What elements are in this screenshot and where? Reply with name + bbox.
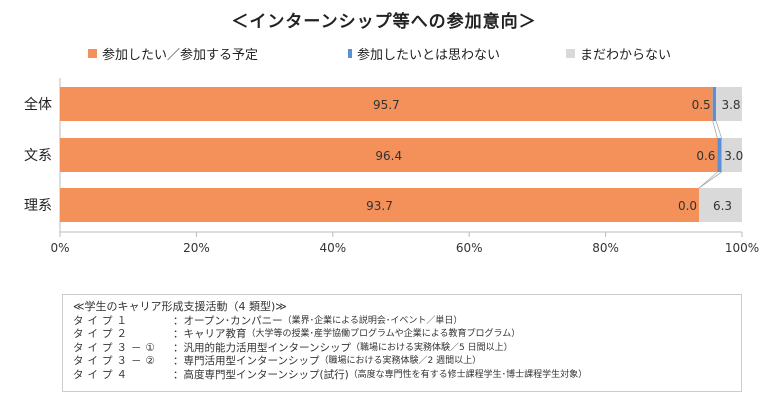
type-detail: （職場における実務体験／5 日間以上）: [350, 342, 513, 353]
bar-segment: [60, 188, 700, 222]
type-key: タイプ３－①: [73, 341, 159, 354]
legend-swatch: [88, 49, 97, 58]
type-detail: （業界･企業による説明会･イベント／単日）: [282, 315, 463, 326]
type-name: ：専門活用型インターンシップ: [173, 355, 320, 367]
type-name: ：オープン･カンパニー: [173, 314, 283, 327]
type-key: タイプ３－②: [73, 355, 159, 367]
notes-heading: ≪学生のキャリア形成支援活動（4 類型)≫: [73, 300, 287, 313]
legend-swatch: [348, 49, 352, 58]
type-detail: （大学等の授業･産学協働プログラムや企業による教育プログラム）: [246, 329, 521, 339]
bar-segment: [712, 87, 717, 121]
legend-item-not-want: 参加したいとは思わない: [348, 44, 500, 63]
category-label: 理系: [24, 198, 52, 214]
type-name: ：キャリア教育: [173, 328, 247, 340]
type-name: ：汎用的能力活用型インターンシップ: [173, 341, 351, 354]
data-label: 0.5: [692, 98, 711, 112]
data-label: 95.7: [373, 98, 400, 112]
x-tick-label: 40%: [319, 241, 346, 255]
type-key: タイプ４: [73, 368, 131, 381]
type-key: タイプ１: [73, 314, 131, 327]
bar-segment: [60, 87, 713, 121]
chart-title: ＜インターンシップ等への参加意向＞: [231, 12, 537, 32]
x-tick-label: 60%: [456, 241, 483, 255]
legend-label: 参加したいとは思わない: [357, 48, 501, 63]
data-label: 3.8: [721, 98, 740, 112]
series-connector: [698, 171, 722, 189]
data-label: 6.3: [713, 199, 732, 213]
category-label: 全体: [24, 96, 52, 113]
type-row: タイプ４ ：高度専門型インターンシップ(試行) （高度な専門性を有する修士課程学生･…: [73, 369, 731, 383]
bar-segment: [716, 87, 742, 121]
category-label: 文系: [24, 148, 52, 164]
legend-swatch: [566, 49, 575, 58]
data-label: 0.0: [678, 199, 697, 213]
series-connector: [712, 120, 718, 139]
type-detail: （高度な専門性を有する修士課程学生･博士課程学生対象）: [348, 369, 588, 380]
legend-label: 参加したい／参加する予定: [102, 48, 259, 63]
x-tick-label: 100%: [725, 241, 759, 255]
data-label: 0.6: [696, 149, 715, 163]
bar-chart: 0% 20% 40% 60% 80% 100% 全体 95.7 0.5 3.8 文系 96.4 0.6 3…: [24, 78, 759, 255]
type-row: タイプ１ ：オープン･カンパニー （業界･企業による説明会･イベント／単日）: [73, 315, 731, 329]
type-key: タイプ２: [73, 328, 131, 340]
type-detail: （職場における実務体験／2 週間以上）: [319, 356, 482, 366]
data-label: 96.4: [375, 149, 402, 163]
bar-segment: [60, 138, 718, 172]
type-name: ：高度専門型インターンシップ(試行): [173, 368, 349, 381]
x-tick-label: 80%: [592, 241, 619, 255]
data-label: 3.0: [724, 149, 743, 163]
bar-segment: [721, 138, 742, 172]
activity-types-box: ≪学生のキャリア形成支援活動（4 類型)≫ タイプ１ ：オープン･カンパニー （業界…: [62, 294, 742, 392]
data-label: 93.7: [366, 199, 393, 213]
legend-item-undecided: まだわからない: [566, 44, 671, 63]
x-tick-label: 20%: [183, 241, 210, 255]
x-tick-label: 0%: [50, 241, 69, 255]
legend-label: まだわからない: [580, 48, 672, 63]
series-connector: [715, 120, 722, 139]
legend-item-want: 参加したい／参加する予定: [88, 44, 258, 63]
type-row: タイプ２ ：キャリア教育 （大学等の授業･産学協働プログラムや企業による教育プログラ…: [73, 328, 731, 342]
bar-segment: [717, 138, 722, 172]
bar-segment: [699, 188, 742, 222]
type-row: タイプ３－② ：専門活用型インターンシップ （職場における実務体験／2 週間以上）: [73, 355, 731, 369]
type-row: タイプ３－① ：汎用的能力活用型インターンシップ （職場における実務体験／5 日間以…: [73, 342, 731, 356]
